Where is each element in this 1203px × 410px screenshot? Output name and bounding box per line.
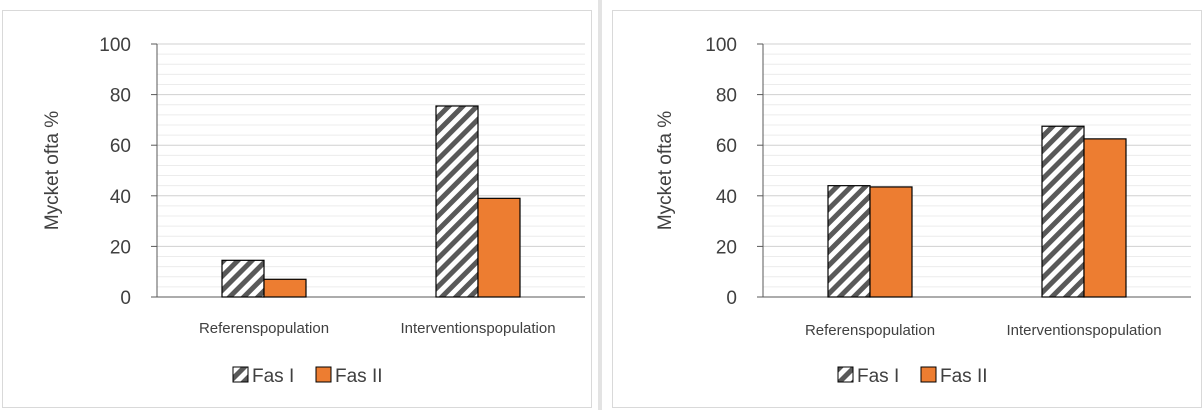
y-axis-label: Mycket ofta % <box>655 111 676 230</box>
chart-panel-right: 0 20 40 60 80 100 Mycket ofta % Referenspopulat… <box>612 10 1202 408</box>
chart-left: 0 20 40 60 80 100 Mycket ofta % Referenspopulat… <box>42 35 585 387</box>
y-tick-label: 40 <box>110 187 131 208</box>
category-label: Interventionspopulation <box>400 320 555 337</box>
bar-fas-ii <box>477 197 521 298</box>
bar-fas-i <box>1041 125 1085 298</box>
category-label: Interventionspopulation <box>1006 322 1161 339</box>
chart-right: 0 20 40 60 80 100 Mycket ofta % Referenspopulat… <box>655 35 1191 387</box>
legend-label: Fas I <box>857 366 899 387</box>
bar-fas-i <box>221 259 265 298</box>
y-tick-label: 100 <box>99 35 131 56</box>
y-tick-label: 40 <box>716 187 737 208</box>
y-tick-label: 0 <box>120 288 131 309</box>
category-label: Referenspopulation <box>199 320 329 337</box>
bar-fas-i <box>435 105 479 298</box>
bar-fas-ii <box>1083 138 1127 298</box>
panel-divider <box>598 0 602 410</box>
legend-label: Fas I <box>252 366 294 387</box>
bar-fas-ii <box>263 278 307 298</box>
legend-label: Fas II <box>940 366 988 387</box>
legend-label: Fas II <box>335 366 383 387</box>
y-tick-label: 20 <box>716 237 737 258</box>
y-tick-label: 80 <box>716 86 737 107</box>
y-tick-label: 60 <box>110 136 131 157</box>
legend-swatch <box>920 366 937 383</box>
legend-swatch <box>232 366 249 383</box>
legend-swatch <box>837 366 854 383</box>
y-tick-label: 0 <box>726 288 737 309</box>
y-tick-label: 60 <box>716 136 737 157</box>
bar-fas-i <box>827 185 871 298</box>
y-tick-label: 80 <box>110 86 131 107</box>
category-label: Referenspopulation <box>805 322 935 339</box>
chart-panel-left: 0 20 40 60 80 100 Mycket ofta % Referenspopulat… <box>2 10 592 408</box>
bar-fas-ii <box>869 186 913 298</box>
y-tick-label: 100 <box>705 35 737 56</box>
y-tick-label: 20 <box>110 237 131 258</box>
legend-swatch <box>315 366 332 383</box>
y-axis-label: Mycket ofta % <box>42 111 63 230</box>
